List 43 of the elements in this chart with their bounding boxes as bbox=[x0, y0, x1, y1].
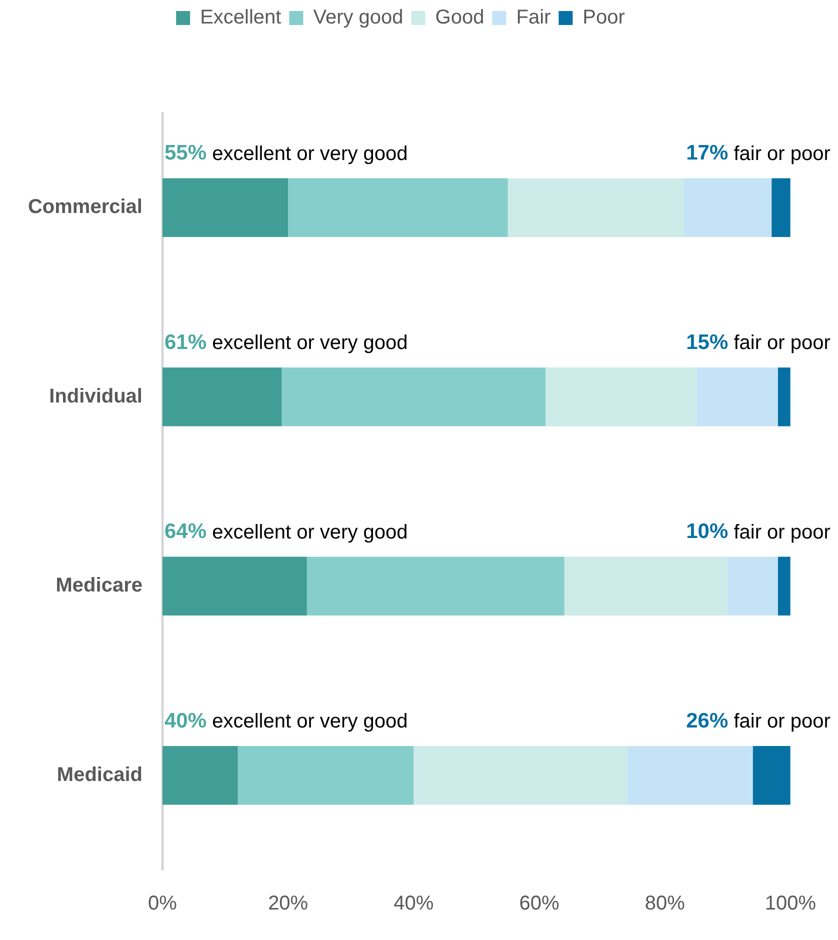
legend-label: Fair bbox=[516, 6, 552, 29]
legend-label: Very good bbox=[313, 6, 404, 29]
bar bbox=[696, 368, 778, 426]
bar bbox=[546, 368, 696, 426]
x-tick-label: 0% bbox=[148, 892, 178, 915]
bar bbox=[778, 556, 790, 616]
bar bbox=[162, 178, 288, 237]
annotation: 26% fair or poor bbox=[686, 709, 831, 733]
bar bbox=[414, 746, 628, 805]
x-tick-label: 40% bbox=[394, 892, 434, 915]
y-tick-label: Commercial bbox=[28, 196, 142, 218]
annotation: 55% excellent or very good bbox=[164, 142, 408, 165]
x-tick-label: 60% bbox=[519, 892, 560, 915]
x-tick-label: 80% bbox=[644, 892, 686, 915]
annotation: 15% fair or poor bbox=[686, 330, 831, 354]
bar bbox=[728, 556, 778, 616]
bar bbox=[288, 178, 508, 237]
bar bbox=[564, 556, 728, 616]
bar bbox=[772, 178, 790, 237]
bar bbox=[162, 368, 282, 426]
bar bbox=[282, 368, 546, 426]
y-tick-label: Medicare bbox=[56, 574, 142, 597]
y-tick-label: Medicaid bbox=[56, 764, 142, 786]
bar bbox=[752, 746, 790, 805]
bar bbox=[684, 178, 772, 237]
annotation: 10% fair or poor bbox=[686, 520, 831, 544]
bar bbox=[778, 368, 790, 426]
annotation: 17% fair or poor bbox=[686, 142, 831, 165]
legend-label: Good bbox=[435, 6, 484, 29]
bar bbox=[306, 556, 564, 616]
legend-label: Poor bbox=[582, 6, 626, 29]
bar bbox=[238, 746, 414, 805]
legend-label: Excellent bbox=[200, 6, 282, 29]
annotation: 40% excellent or very good bbox=[164, 709, 408, 733]
bar bbox=[162, 746, 238, 805]
y-tick-label: Individual bbox=[49, 385, 142, 408]
x-tick-label: 20% bbox=[268, 892, 308, 915]
annotation: 64% excellent or very good bbox=[164, 520, 408, 544]
bar bbox=[627, 746, 753, 805]
annotation: 61% excellent or very good bbox=[164, 330, 408, 354]
bar bbox=[508, 178, 684, 237]
x-tick-label: 100% bbox=[764, 892, 816, 915]
bar bbox=[162, 556, 307, 616]
